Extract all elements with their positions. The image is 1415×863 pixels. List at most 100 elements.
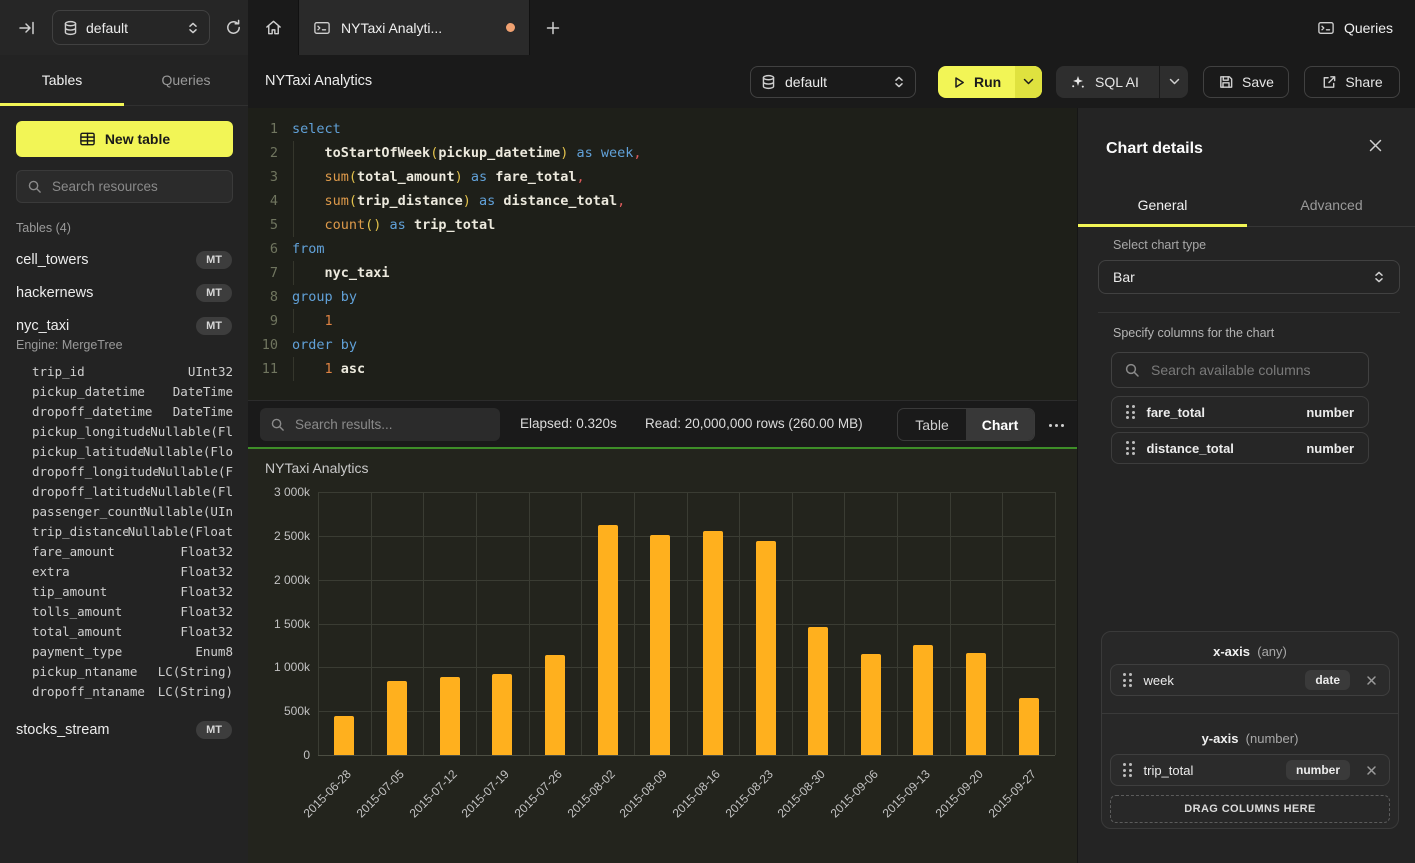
chart-bar[interactable] <box>913 645 933 755</box>
drag-handle-icon[interactable] <box>1123 673 1132 687</box>
column-row[interactable]: trip_idUInt32 <box>0 361 248 381</box>
close-icon[interactable] <box>1368 138 1383 153</box>
code-text: sum(total_amount) as fare_total, <box>292 169 585 185</box>
column-row[interactable]: dropoff_latitudeNullable(Fl <box>0 481 248 501</box>
column-name: dropoff_longitude <box>32 464 158 479</box>
chart-bar[interactable] <box>966 653 986 755</box>
column-row[interactable]: total_amountFloat32 <box>0 621 248 641</box>
table-row-hackernews[interactable]: hackernews MT <box>0 276 248 309</box>
chart-bar[interactable] <box>598 525 618 755</box>
column-row[interactable]: dropoff_longitudeNullable(F <box>0 461 248 481</box>
code-line[interactable]: 8group by <box>248 285 1077 309</box>
more-options-icon[interactable] <box>1044 415 1068 435</box>
y-axis-header: y-axis (number) <box>1102 731 1398 746</box>
save-button[interactable]: Save <box>1203 66 1289 98</box>
x-axis-chip-week[interactable]: week date <box>1110 664 1390 696</box>
code-line[interactable]: 9 1 <box>248 309 1077 333</box>
gridline-vertical <box>687 492 688 755</box>
chart-bar[interactable] <box>492 674 512 755</box>
new-table-button[interactable]: New table <box>16 121 233 157</box>
sql-ai-options-caret[interactable] <box>1160 66 1188 98</box>
column-row[interactable]: pickup_ntanameLC(String) <box>0 661 248 681</box>
column-row[interactable]: fare_amountFloat32 <box>0 541 248 561</box>
table-name: hackernews <box>16 285 196 301</box>
available-column-fare-total[interactable]: fare_total number <box>1111 396 1369 428</box>
code-line[interactable]: 4 sum(trip_distance) as distance_total, <box>248 189 1077 213</box>
chart-type-select[interactable]: Bar <box>1098 260 1400 294</box>
sidebar-tab-tables[interactable]: Tables <box>0 55 124 105</box>
code-line[interactable]: 10order by <box>248 333 1077 357</box>
results-search-input[interactable] <box>293 416 490 433</box>
chart-bar[interactable] <box>703 531 723 755</box>
tab-nytaxi-analytics[interactable]: NYTaxi Analyti... <box>299 0 530 55</box>
run-options-caret[interactable] <box>1015 66 1042 98</box>
column-row[interactable]: tip_amountFloat32 <box>0 581 248 601</box>
share-button[interactable]: Share <box>1304 66 1400 98</box>
column-row[interactable]: dropoff_datetimeDateTime <box>0 401 248 421</box>
column-row[interactable]: trip_distanceNullable(Float <box>0 521 248 541</box>
code-line[interactable]: 11 1 asc <box>248 357 1077 381</box>
new-tab-button[interactable] <box>530 0 576 55</box>
database-selector-toolbar[interactable]: default <box>750 66 916 98</box>
toggle-chart[interactable]: Chart <box>966 409 1034 440</box>
chart-bar[interactable] <box>650 535 670 755</box>
column-row[interactable]: pickup_datetimeDateTime <box>0 381 248 401</box>
drag-handle-icon[interactable] <box>1126 405 1135 419</box>
y-axis-tick-label: 2 500k <box>248 529 310 543</box>
drag-handle-icon[interactable] <box>1123 763 1132 777</box>
chart-bar[interactable] <box>808 627 828 755</box>
top-header: default NYTaxi Analyti... <box>0 0 1415 55</box>
drag-columns-drop-zone[interactable]: DRAG COLUMNS HERE <box>1110 795 1390 823</box>
columns-search-box[interactable] <box>1111 352 1369 388</box>
y-axis-tick-label: 2 000k <box>248 573 310 587</box>
refresh-icon[interactable] <box>224 18 243 37</box>
chart-bar[interactable] <box>1019 698 1039 755</box>
queries-header-button[interactable]: Queries <box>1317 0 1393 55</box>
column-row[interactable]: payment_typeEnum8 <box>0 641 248 661</box>
code-line[interactable]: 7 nyc_taxi <box>248 261 1077 285</box>
results-search-box[interactable] <box>260 408 500 441</box>
chart-bar[interactable] <box>545 655 565 755</box>
column-row[interactable]: pickup_longitudeNullable(Fl <box>0 421 248 441</box>
chart-bar[interactable] <box>756 541 776 755</box>
home-button[interactable] <box>248 0 299 55</box>
y-axis-chip-trip-total[interactable]: trip_total number <box>1110 754 1390 786</box>
panel-tab-advanced[interactable]: Advanced <box>1247 184 1415 226</box>
table-row-cell-towers[interactable]: cell_towers MT <box>0 243 248 276</box>
chart-bar[interactable] <box>861 654 881 755</box>
code-line[interactable]: 1select <box>248 117 1077 141</box>
column-row[interactable]: dropoff_ntanameLC(String) <box>0 681 248 701</box>
sql-editor[interactable]: 1select2 toStartOfWeek(pickup_datetime) … <box>248 108 1077 400</box>
sql-ai-button[interactable]: SQL AI <box>1056 66 1188 98</box>
remove-column-icon[interactable] <box>1366 675 1377 686</box>
search-icon <box>1124 362 1140 378</box>
resource-search-box[interactable] <box>16 170 233 203</box>
panel-tab-general[interactable]: General <box>1078 184 1247 226</box>
chart-bar[interactable] <box>387 681 407 756</box>
database-selector-header[interactable]: default <box>52 10 210 45</box>
column-row[interactable]: tolls_amountFloat32 <box>0 601 248 621</box>
sidebar-tab-queries[interactable]: Queries <box>124 55 248 105</box>
column-row[interactable]: extraFloat32 <box>0 561 248 581</box>
code-line[interactable]: 2 toStartOfWeek(pickup_datetime) as week… <box>248 141 1077 165</box>
sql-ai-button-main[interactable]: SQL AI <box>1056 66 1160 98</box>
table-row-stocks-stream[interactable]: stocks_stream MT <box>0 713 248 746</box>
run-button-main[interactable]: Run <box>938 66 1015 98</box>
column-row[interactable]: passenger_countNullable(UIn <box>0 501 248 521</box>
chart-bar[interactable] <box>440 677 460 755</box>
resource-search-input[interactable] <box>50 178 222 195</box>
collapse-sidebar-icon[interactable] <box>18 19 36 37</box>
drag-handle-icon[interactable] <box>1126 441 1135 455</box>
available-column-distance-total[interactable]: distance_total number <box>1111 432 1369 464</box>
gridline-vertical <box>897 492 898 755</box>
chart-bar[interactable] <box>334 716 354 755</box>
run-button[interactable]: Run <box>938 66 1042 98</box>
columns-search-input[interactable] <box>1149 361 1356 379</box>
remove-column-icon[interactable] <box>1366 765 1377 776</box>
code-line[interactable]: 3 sum(total_amount) as fare_total, <box>248 165 1077 189</box>
column-row[interactable]: pickup_latitudeNullable(Flo <box>0 441 248 461</box>
toggle-table[interactable]: Table <box>898 409 966 440</box>
code-line[interactable]: 6from <box>248 237 1077 261</box>
code-line[interactable]: 5 count() as trip_total <box>248 213 1077 237</box>
gridline-vertical <box>423 492 424 755</box>
